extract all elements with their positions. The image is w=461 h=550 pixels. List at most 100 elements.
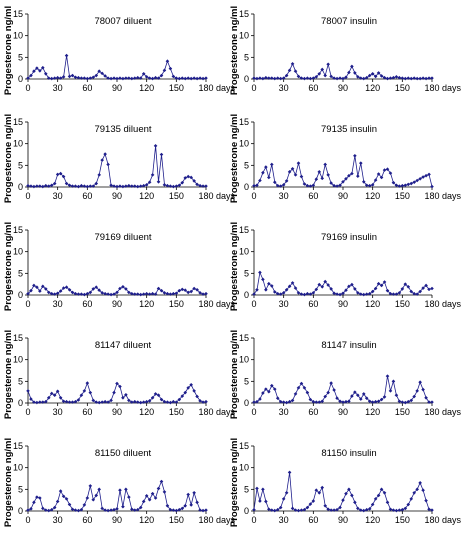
- data-point: [397, 508, 402, 512]
- x-axis-label: days: [442, 407, 461, 417]
- data-point: [409, 398, 414, 403]
- data-point: [112, 184, 116, 188]
- data-point: [382, 280, 387, 284]
- data-point: [73, 75, 78, 80]
- x-tick-label: 150: [395, 515, 410, 525]
- data-point: [412, 76, 416, 80]
- data-point: [421, 488, 425, 492]
- data-point: [258, 270, 262, 275]
- data-point: [364, 292, 369, 296]
- data-point: [112, 390, 116, 395]
- data-point: [293, 173, 298, 177]
- data-point: [100, 158, 104, 162]
- data-point: [127, 495, 131, 499]
- y-tick-label: 5: [18, 376, 23, 386]
- data-point: [189, 76, 193, 81]
- data-point: [61, 286, 66, 290]
- data-point: [391, 508, 396, 512]
- data-point: [418, 481, 422, 485]
- data-point: [165, 400, 170, 404]
- chart-title: 79169 insulin: [321, 232, 377, 243]
- data-point: [430, 184, 434, 189]
- x-tick-label: 90: [338, 299, 348, 309]
- data-point: [308, 397, 313, 402]
- y-tick-label: 15: [13, 333, 23, 343]
- data-point: [350, 171, 354, 176]
- data-point: [88, 76, 93, 80]
- data-point: [278, 505, 283, 510]
- y-tick-label: 10: [13, 463, 23, 473]
- data-point: [329, 508, 333, 512]
- data-point: [406, 182, 411, 187]
- data-point: [335, 292, 339, 296]
- x-tick-label: 30: [279, 83, 289, 93]
- data-point: [412, 291, 416, 296]
- data-point: [192, 389, 196, 393]
- data-point: [293, 286, 298, 290]
- y-tick-label: 10: [239, 355, 249, 365]
- x-tick-label: 150: [395, 299, 410, 309]
- x-tick-label: 150: [169, 299, 184, 309]
- data-point: [299, 174, 304, 179]
- data-point: [201, 508, 205, 513]
- data-point: [379, 487, 384, 492]
- data-point: [156, 76, 161, 80]
- data-point: [121, 504, 125, 509]
- data-point: [415, 76, 419, 81]
- data-point: [305, 76, 310, 80]
- y-tick-label: 5: [18, 52, 23, 62]
- y-tick-label: 0: [244, 290, 249, 300]
- data-point: [26, 183, 30, 188]
- data-point: [287, 170, 292, 174]
- x-tick-label: 60: [308, 407, 318, 417]
- data-point: [44, 183, 48, 188]
- data-point: [293, 392, 298, 396]
- data-point: [421, 76, 425, 80]
- data-point: [272, 387, 277, 391]
- y-tick-label: 0: [18, 74, 23, 84]
- data-point: [64, 399, 69, 404]
- y-tick-label: 0: [244, 74, 249, 84]
- data-point: [144, 75, 149, 79]
- data-point: [284, 288, 289, 292]
- data-point: [61, 174, 66, 179]
- data-point: [91, 287, 96, 291]
- data-point: [52, 393, 57, 397]
- data-point: [97, 487, 101, 492]
- data-point: [308, 76, 313, 81]
- data-point: [67, 502, 72, 507]
- data-point: [70, 507, 75, 512]
- data-point: [109, 183, 113, 188]
- chart-title: 78007 insulin: [321, 16, 377, 27]
- data-point: [347, 173, 351, 178]
- data-point: [177, 76, 182, 81]
- data-point: [335, 507, 339, 512]
- data-point: [376, 493, 381, 498]
- data-point: [118, 384, 122, 389]
- data-point: [347, 284, 351, 289]
- data-point: [255, 399, 259, 404]
- data-point: [168, 507, 173, 512]
- data-point: [70, 290, 75, 295]
- data-point: [32, 283, 36, 288]
- x-tick-label: 180: [424, 515, 439, 525]
- data-point: [26, 76, 30, 80]
- data-point: [370, 289, 375, 294]
- data-point: [29, 73, 33, 78]
- data-point: [168, 66, 173, 71]
- data-point: [287, 68, 292, 73]
- data-point: [424, 498, 428, 503]
- data-point: [272, 508, 277, 513]
- data-point: [272, 76, 277, 81]
- data-point: [133, 184, 137, 188]
- data-point: [421, 286, 425, 290]
- data-point: [296, 74, 301, 79]
- y-axis-label: Progesterone ng/ml: [229, 438, 240, 527]
- data-point: [344, 491, 348, 496]
- data-point: [118, 488, 122, 492]
- data-point: [270, 284, 274, 288]
- data-point: [130, 507, 134, 512]
- data-point: [329, 287, 333, 291]
- x-tick-label: 60: [82, 83, 92, 93]
- data-point: [32, 500, 36, 505]
